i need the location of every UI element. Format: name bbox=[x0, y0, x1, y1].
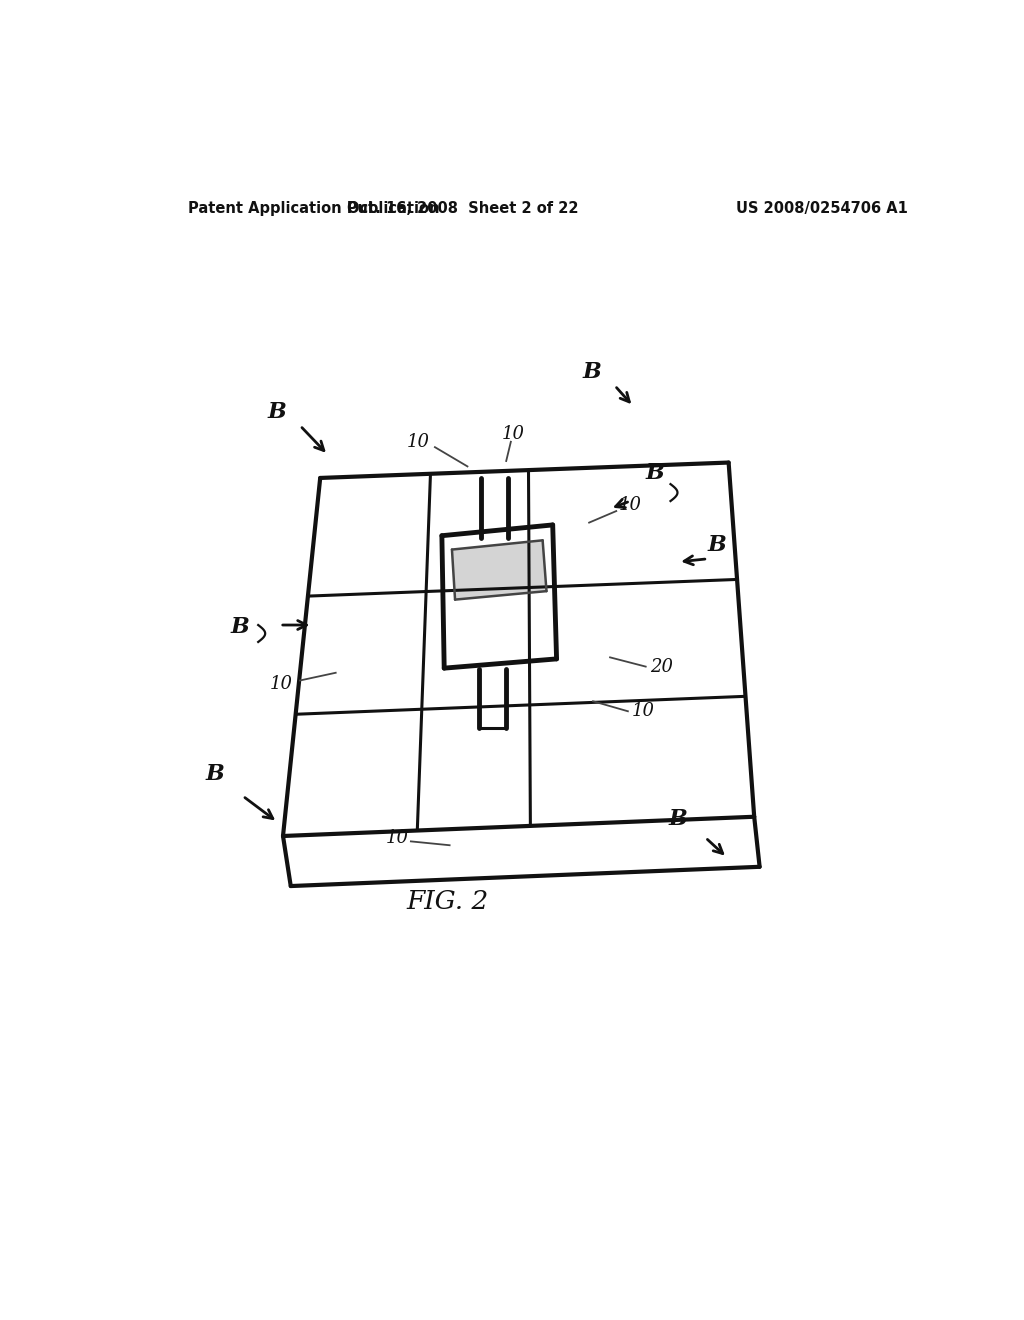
Text: B: B bbox=[708, 535, 726, 556]
Text: 10: 10 bbox=[386, 829, 410, 846]
Polygon shape bbox=[452, 540, 547, 599]
Text: Patent Application Publication: Patent Application Publication bbox=[188, 201, 440, 216]
Text: Oct. 16, 2008  Sheet 2 of 22: Oct. 16, 2008 Sheet 2 of 22 bbox=[347, 201, 579, 216]
Text: B: B bbox=[206, 763, 224, 785]
Text: 10: 10 bbox=[502, 425, 524, 444]
Text: FIG. 2: FIG. 2 bbox=[407, 888, 488, 913]
Text: B: B bbox=[645, 462, 665, 483]
Text: B: B bbox=[582, 362, 601, 383]
Text: 20: 20 bbox=[649, 657, 673, 676]
Text: B: B bbox=[231, 615, 250, 638]
Text: 10: 10 bbox=[408, 433, 430, 450]
Text: 10: 10 bbox=[632, 702, 655, 721]
Text: 10: 10 bbox=[270, 675, 293, 693]
Text: 10: 10 bbox=[618, 496, 642, 513]
Text: B: B bbox=[669, 808, 688, 830]
Text: B: B bbox=[267, 401, 286, 424]
Text: US 2008/0254706 A1: US 2008/0254706 A1 bbox=[735, 201, 907, 216]
